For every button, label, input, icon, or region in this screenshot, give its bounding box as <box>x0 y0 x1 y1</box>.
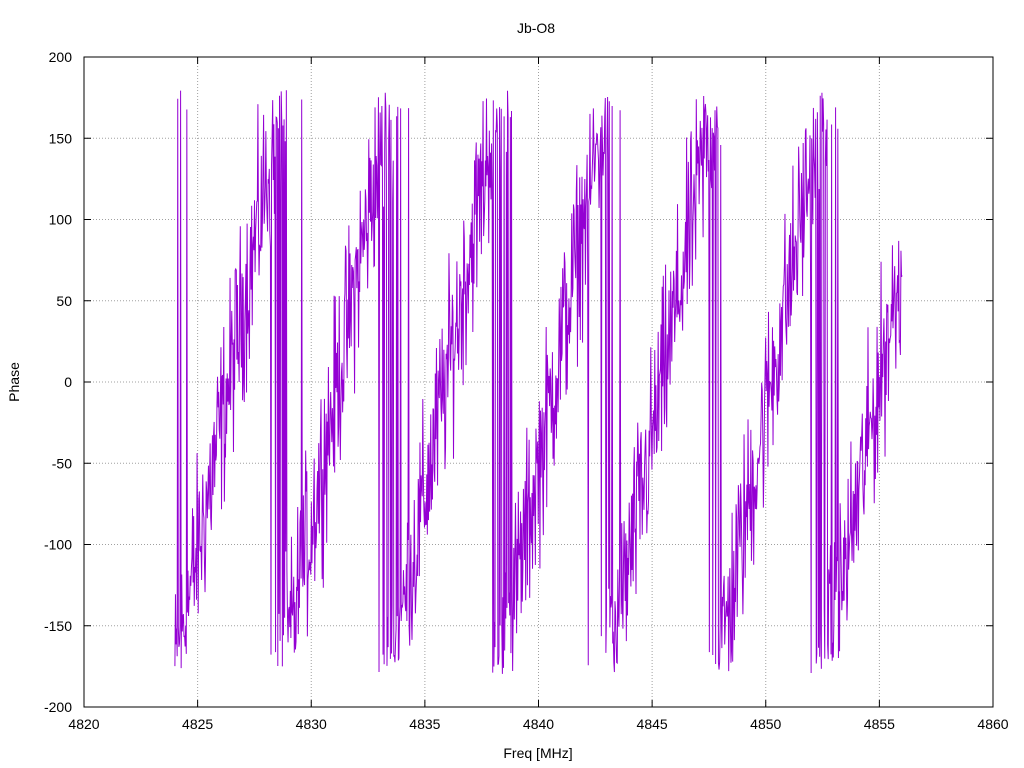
axis-ticks: 4820 4825 4830 4835 4840 4845 4850 4855 4860 -200… <box>44 49 1009 732</box>
y-tick-label: 150 <box>49 130 73 146</box>
chart-title: Jb-O8 <box>517 20 555 36</box>
y-tick-label: 0 <box>64 374 72 390</box>
x-tick-label: 4860 <box>977 716 1008 732</box>
x-axis-label: Freq [MHz] <box>503 745 572 761</box>
y-tick-label: 50 <box>56 293 72 309</box>
y-tick-label: 100 <box>49 212 73 228</box>
x-tick-label: 4845 <box>637 716 668 732</box>
x-tick-label: 4825 <box>182 716 213 732</box>
y-tick-label: 200 <box>49 49 73 65</box>
y-tick-label: -100 <box>44 537 72 553</box>
x-tick-label: 4820 <box>68 716 99 732</box>
x-tick-label: 4850 <box>750 716 781 732</box>
y-tick-label: -50 <box>52 455 72 471</box>
x-tick-label: 4835 <box>409 716 440 732</box>
x-tick-label: 4855 <box>864 716 895 732</box>
x-tick-label: 4840 <box>523 716 554 732</box>
x-tick-label: 4830 <box>296 716 327 732</box>
y-axis-label: Phase <box>6 362 22 402</box>
y-tick-label: -150 <box>44 618 72 634</box>
phase-series-line <box>174 90 903 674</box>
grid-lines <box>84 57 993 707</box>
series-layer <box>174 90 903 674</box>
y-tick-label: -200 <box>44 699 72 715</box>
